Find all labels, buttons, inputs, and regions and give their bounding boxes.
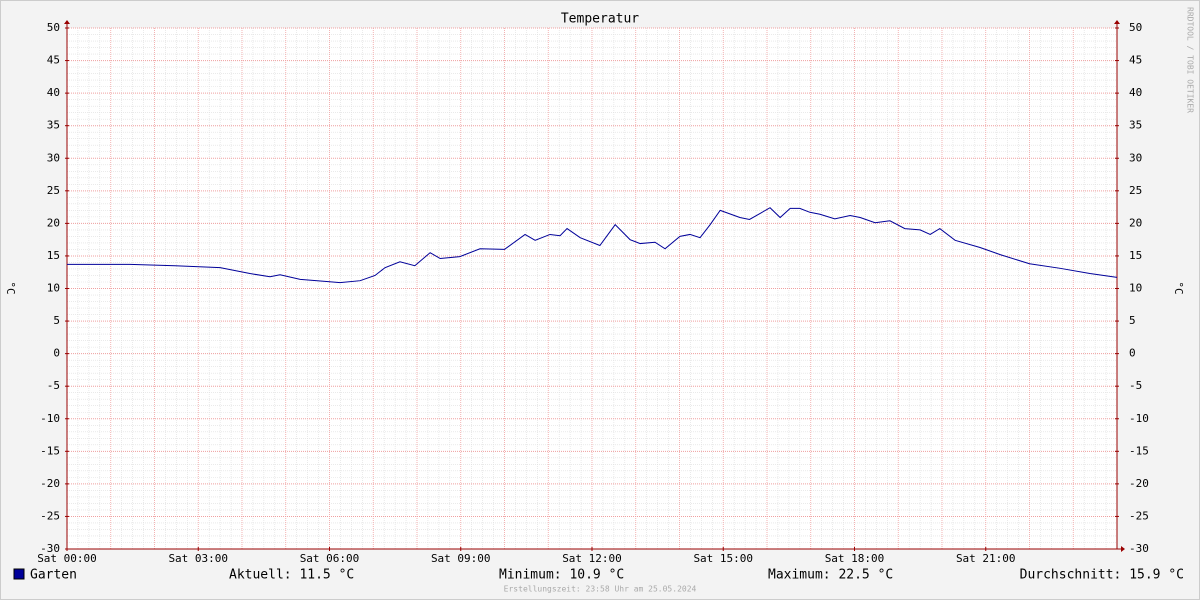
stat: Durchschnitt: 15.9 °C — [1020, 568, 1184, 583]
y2-tick-label: 45 — [1129, 54, 1142, 67]
y2-tick-label: 10 — [1129, 282, 1142, 295]
y2-axis-label: °C — [1172, 281, 1185, 294]
x-tick-label: Sat 15:00 — [693, 552, 753, 565]
footer: Erstellungszeit: 23:58 Uhr am 25.05.2024 — [504, 585, 697, 594]
grid — [66, 27, 1118, 550]
y2-tick-label: -20 — [1129, 477, 1149, 490]
y2-tick-label: 25 — [1129, 184, 1142, 197]
y-tick-label: 45 — [47, 54, 60, 67]
y-tick-label: -15 — [40, 444, 60, 457]
y-tick-label: -30 — [40, 542, 60, 555]
watermark: RRDTOOL / TOBI OETIKER — [1186, 7, 1195, 113]
y-tick-label: 30 — [47, 151, 60, 164]
y-tick-label: -25 — [40, 509, 60, 522]
axis-arrow — [1114, 20, 1120, 24]
stat: Minimum: 10.9 °C — [499, 568, 624, 583]
y2-tick-label: 15 — [1129, 249, 1142, 262]
y-tick-label: 20 — [47, 216, 60, 229]
x-tick-label: Sat 09:00 — [431, 552, 491, 565]
y2-tick-label: 50 — [1129, 21, 1142, 34]
axis-arrow — [64, 20, 70, 24]
y2-tick-label: 0 — [1129, 347, 1136, 360]
y-tick-label: -10 — [40, 412, 60, 425]
legend-label: Garten — [30, 568, 77, 583]
y-tick-label: 40 — [47, 86, 60, 99]
y-tick-label: 0 — [53, 347, 60, 360]
y2-tick-label: -15 — [1129, 444, 1149, 457]
x-tick-label: Sat 21:00 — [956, 552, 1016, 565]
y2-tick-label: 5 — [1129, 314, 1136, 327]
y-tick-label: 10 — [47, 282, 60, 295]
y-tick-label: 35 — [47, 119, 60, 132]
y-tick-label: 25 — [47, 184, 60, 197]
legend-swatch — [13, 568, 25, 580]
x-tick-label: Sat 12:00 — [562, 552, 622, 565]
y-tick-label: -20 — [40, 477, 60, 490]
x-tick-label: Sat 03:00 — [168, 552, 228, 565]
chart-title: Temperatur — [561, 12, 639, 27]
series-line — [67, 207, 1118, 284]
y2-tick-label: -10 — [1129, 412, 1149, 425]
stat: Aktuell: 11.5 °C — [229, 568, 354, 583]
x-tick-label: Sat 18:00 — [825, 552, 885, 565]
y2-tick-label: -30 — [1129, 542, 1149, 555]
y2-tick-label: 30 — [1129, 151, 1142, 164]
y2-tick-label: 40 — [1129, 86, 1142, 99]
y-axis-label: °C — [4, 281, 17, 294]
y-tick-label: 5 — [53, 314, 60, 327]
x-tick-label: Sat 00:00 — [37, 552, 97, 565]
y-tick-label: -5 — [47, 379, 60, 392]
y2-tick-label: 35 — [1129, 119, 1142, 132]
y2-tick-label: -25 — [1129, 509, 1149, 522]
x-tick-label: Sat 06:00 — [300, 552, 360, 565]
y-tick-label: 50 — [47, 21, 60, 34]
stat: Maximum: 22.5 °C — [768, 568, 893, 583]
y2-tick-label: 20 — [1129, 216, 1142, 229]
y-tick-label: 15 — [47, 249, 60, 262]
y2-tick-label: -5 — [1129, 379, 1142, 392]
axis-arrow — [1121, 546, 1125, 552]
